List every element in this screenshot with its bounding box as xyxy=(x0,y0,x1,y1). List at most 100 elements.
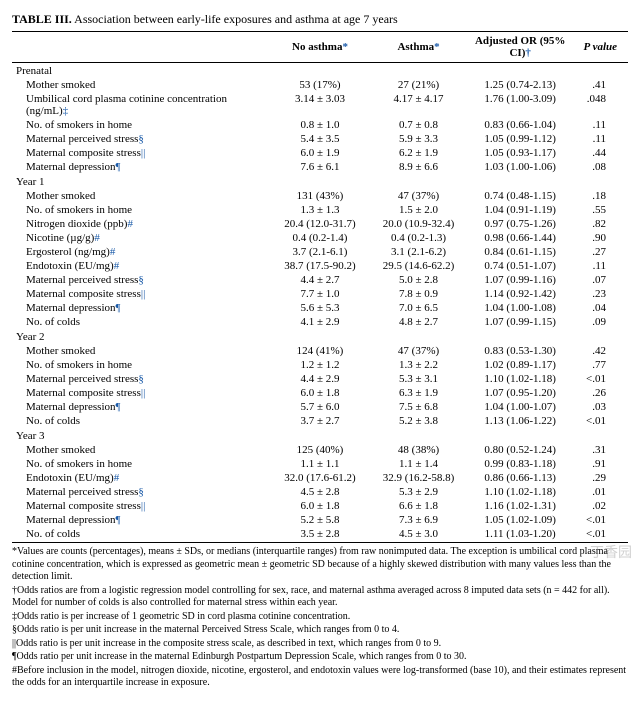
row-label: Endotoxin (EU/mg)# xyxy=(12,471,271,485)
cell-or: 1.25 (0.74-2.13) xyxy=(468,78,573,92)
table-row: No. of smokers in home0.8 ± 1.00.7 ± 0.8… xyxy=(12,118,628,132)
cell-p: .11 xyxy=(573,259,628,273)
cell-or: 0.98 (0.66-1.44) xyxy=(468,231,573,245)
cell-no-asthma: 7.7 ± 1.0 xyxy=(271,287,370,301)
row-label: Mother smoked xyxy=(12,344,271,358)
cell-p: <.01 xyxy=(573,372,628,386)
table-row: Maternal depression¶7.6 ± 6.18.9 ± 6.61.… xyxy=(12,160,628,174)
cell-asthma: 32.9 (16.2-58.8) xyxy=(369,471,468,485)
footnote-marker: || xyxy=(141,387,145,399)
table-header-row: No asthma* Asthma* Adjusted OR (95% CI)†… xyxy=(12,32,628,63)
cell-p: .11 xyxy=(573,118,628,132)
table-row: Umbilical cord plasma cotinine concentra… xyxy=(12,92,628,118)
cell-no-asthma: 4.5 ± 2.8 xyxy=(271,485,370,499)
cell-no-asthma: 20.4 (12.0-31.7) xyxy=(271,217,370,231)
cell-p: .29 xyxy=(573,471,628,485)
table-row: Mother smoked124 (41%)47 (37%)0.83 (0.53… xyxy=(12,344,628,358)
footnote-marker: || xyxy=(141,147,145,159)
row-label: Maternal perceived stress§ xyxy=(12,372,271,386)
row-label: Mother smoked xyxy=(12,443,271,457)
cell-asthma: 5.3 ± 2.9 xyxy=(369,485,468,499)
cell-asthma: 5.0 ± 2.8 xyxy=(369,273,468,287)
footnote-marker: # xyxy=(127,218,133,230)
cell-no-asthma: 7.6 ± 6.1 xyxy=(271,160,370,174)
cell-asthma: 1.3 ± 2.2 xyxy=(369,358,468,372)
cell-p: <.01 xyxy=(573,414,628,428)
cell-asthma: 0.7 ± 0.8 xyxy=(369,118,468,132)
table-row: Mother smoked125 (40%)48 (38%)0.80 (0.52… xyxy=(12,443,628,457)
cell-no-asthma: 4.4 ± 2.7 xyxy=(271,273,370,287)
table-row: Endotoxin (EU/mg)#38.7 (17.5-90.2)29.5 (… xyxy=(12,259,628,273)
cell-no-asthma: 53 (17%) xyxy=(271,78,370,92)
row-label: Maternal perceived stress§ xyxy=(12,132,271,146)
table-row: Maternal composite stress||6.0 ± 1.86.6 … xyxy=(12,499,628,513)
cell-or: 1.10 (1.02-1.18) xyxy=(468,372,573,386)
row-label: Ergosterol (ng/mg)# xyxy=(12,245,271,259)
cell-asthma: 7.3 ± 6.9 xyxy=(369,513,468,527)
table-row: Maternal perceived stress§4.5 ± 2.85.3 ±… xyxy=(12,485,628,499)
col-or: Adjusted OR (95% CI)† xyxy=(468,32,573,63)
cell-or: 1.04 (1.00-1.07) xyxy=(468,400,573,414)
cell-asthma: 5.9 ± 3.3 xyxy=(369,132,468,146)
cell-asthma: 7.8 ± 0.9 xyxy=(369,287,468,301)
cell-no-asthma: 1.3 ± 1.3 xyxy=(271,203,370,217)
cell-p: .77 xyxy=(573,358,628,372)
row-label: Mother smoked xyxy=(12,78,271,92)
cell-or: 0.99 (0.83-1.18) xyxy=(468,457,573,471)
table-row: No. of colds3.7 ± 2.75.2 ± 3.81.13 (1.06… xyxy=(12,414,628,428)
cell-p: .55 xyxy=(573,203,628,217)
cell-asthma: 5.3 ± 3.1 xyxy=(369,372,468,386)
cell-p: .26 xyxy=(573,386,628,400)
cell-p: .09 xyxy=(573,315,628,329)
row-label: Endotoxin (EU/mg)# xyxy=(12,259,271,273)
table-body: PrenatalMother smoked53 (17%)27 (21%)1.2… xyxy=(12,63,628,543)
row-label: Maternal depression¶ xyxy=(12,400,271,414)
cell-asthma: 5.2 ± 3.8 xyxy=(369,414,468,428)
table-row: Maternal composite stress||6.0 ± 1.96.2 … xyxy=(12,146,628,160)
cell-asthma: 1.5 ± 2.0 xyxy=(369,203,468,217)
footnote-marker: ¶ xyxy=(116,302,121,314)
cell-p: .11 xyxy=(573,132,628,146)
section-row: Year 3 xyxy=(12,428,628,443)
cell-asthma: 20.0 (10.9-32.4) xyxy=(369,217,468,231)
cell-no-asthma: 125 (40%) xyxy=(271,443,370,457)
cell-no-asthma: 124 (41%) xyxy=(271,344,370,358)
cell-p: .91 xyxy=(573,457,628,471)
cell-no-asthma: 6.0 ± 1.9 xyxy=(271,146,370,160)
table-row: Maternal perceived stress§5.4 ± 3.55.9 ±… xyxy=(12,132,628,146)
row-label: No. of colds xyxy=(12,315,271,329)
cell-p: .31 xyxy=(573,443,628,457)
footnote-line: †Odds ratios are from a logistic regress… xyxy=(12,585,628,610)
row-label: No. of smokers in home xyxy=(12,358,271,372)
col-blank xyxy=(12,32,271,63)
table-row: Nicotine (µg/g)#0.4 (0.2-1.4)0.4 (0.2-1.… xyxy=(12,231,628,245)
table-caption: Association between early-life exposures… xyxy=(72,12,398,26)
section-label: Year 1 xyxy=(12,174,628,189)
cell-no-asthma: 0.8 ± 1.0 xyxy=(271,118,370,132)
table-row: No. of colds3.5 ± 2.84.5 ± 3.01.11 (1.03… xyxy=(12,527,628,543)
footnote-marker: ¶ xyxy=(116,514,121,526)
cell-no-asthma: 3.5 ± 2.8 xyxy=(271,527,370,543)
footnote-marker: # xyxy=(110,246,116,258)
table-row: Maternal depression¶5.7 ± 6.07.5 ± 6.81.… xyxy=(12,400,628,414)
cell-or: 1.05 (0.93-1.17) xyxy=(468,146,573,160)
cell-p: .048 xyxy=(573,92,628,118)
table-row: Ergosterol (ng/mg)#3.7 (2.1-6.1)3.1 (2.1… xyxy=(12,245,628,259)
data-table: No asthma* Asthma* Adjusted OR (95% CI)†… xyxy=(12,31,628,543)
cell-no-asthma: 4.4 ± 2.9 xyxy=(271,372,370,386)
footnote-line: §Odds ratio is per unit increase in the … xyxy=(12,624,628,637)
row-label: Maternal depression¶ xyxy=(12,301,271,315)
table-row: No. of colds4.1 ± 2.94.8 ± 2.71.07 (0.99… xyxy=(12,315,628,329)
cell-or: 0.74 (0.51-1.07) xyxy=(468,259,573,273)
row-label: Mother smoked xyxy=(12,189,271,203)
section-label: Year 2 xyxy=(12,329,628,344)
row-label: No. of colds xyxy=(12,414,271,428)
cell-p: .01 xyxy=(573,485,628,499)
footnote-marker: ¶ xyxy=(116,161,121,173)
row-label: Maternal composite stress|| xyxy=(12,287,271,301)
cell-or: 1.13 (1.06-1.22) xyxy=(468,414,573,428)
cell-no-asthma: 5.4 ± 3.5 xyxy=(271,132,370,146)
cell-asthma: 0.4 (0.2-1.3) xyxy=(369,231,468,245)
cell-asthma: 8.9 ± 6.6 xyxy=(369,160,468,174)
table-row: Maternal perceived stress§4.4 ± 2.75.0 ±… xyxy=(12,273,628,287)
